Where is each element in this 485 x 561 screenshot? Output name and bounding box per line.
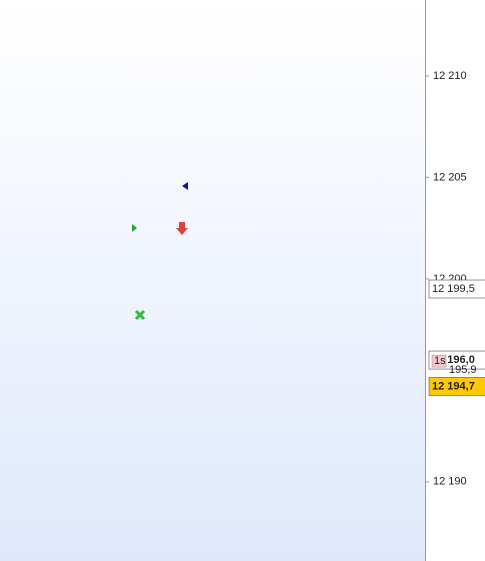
price-label: 195,9	[449, 364, 477, 376]
price-tag: 1s	[434, 355, 446, 367]
markers	[132, 182, 188, 321]
price-label-box	[428, 279, 485, 299]
buy-marker	[132, 224, 137, 232]
sell-arrow	[176, 222, 188, 235]
y-tick-label: 12 210	[433, 70, 467, 82]
y-tick-label: 12 190	[433, 476, 467, 488]
cross-marker	[134, 309, 146, 321]
tag-box	[431, 354, 447, 368]
price-label-box	[428, 377, 485, 396]
y-tick-label: 12 205	[433, 171, 467, 183]
price-label: 12 194,7	[432, 380, 475, 392]
price-label: 12 199,5	[432, 283, 475, 295]
plot-area	[0, 0, 425, 561]
level-arrow	[182, 182, 188, 190]
